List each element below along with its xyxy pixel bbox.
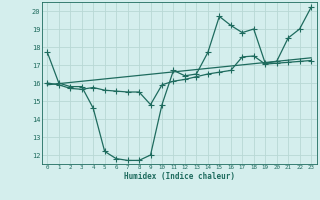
- X-axis label: Humidex (Indice chaleur): Humidex (Indice chaleur): [124, 172, 235, 181]
